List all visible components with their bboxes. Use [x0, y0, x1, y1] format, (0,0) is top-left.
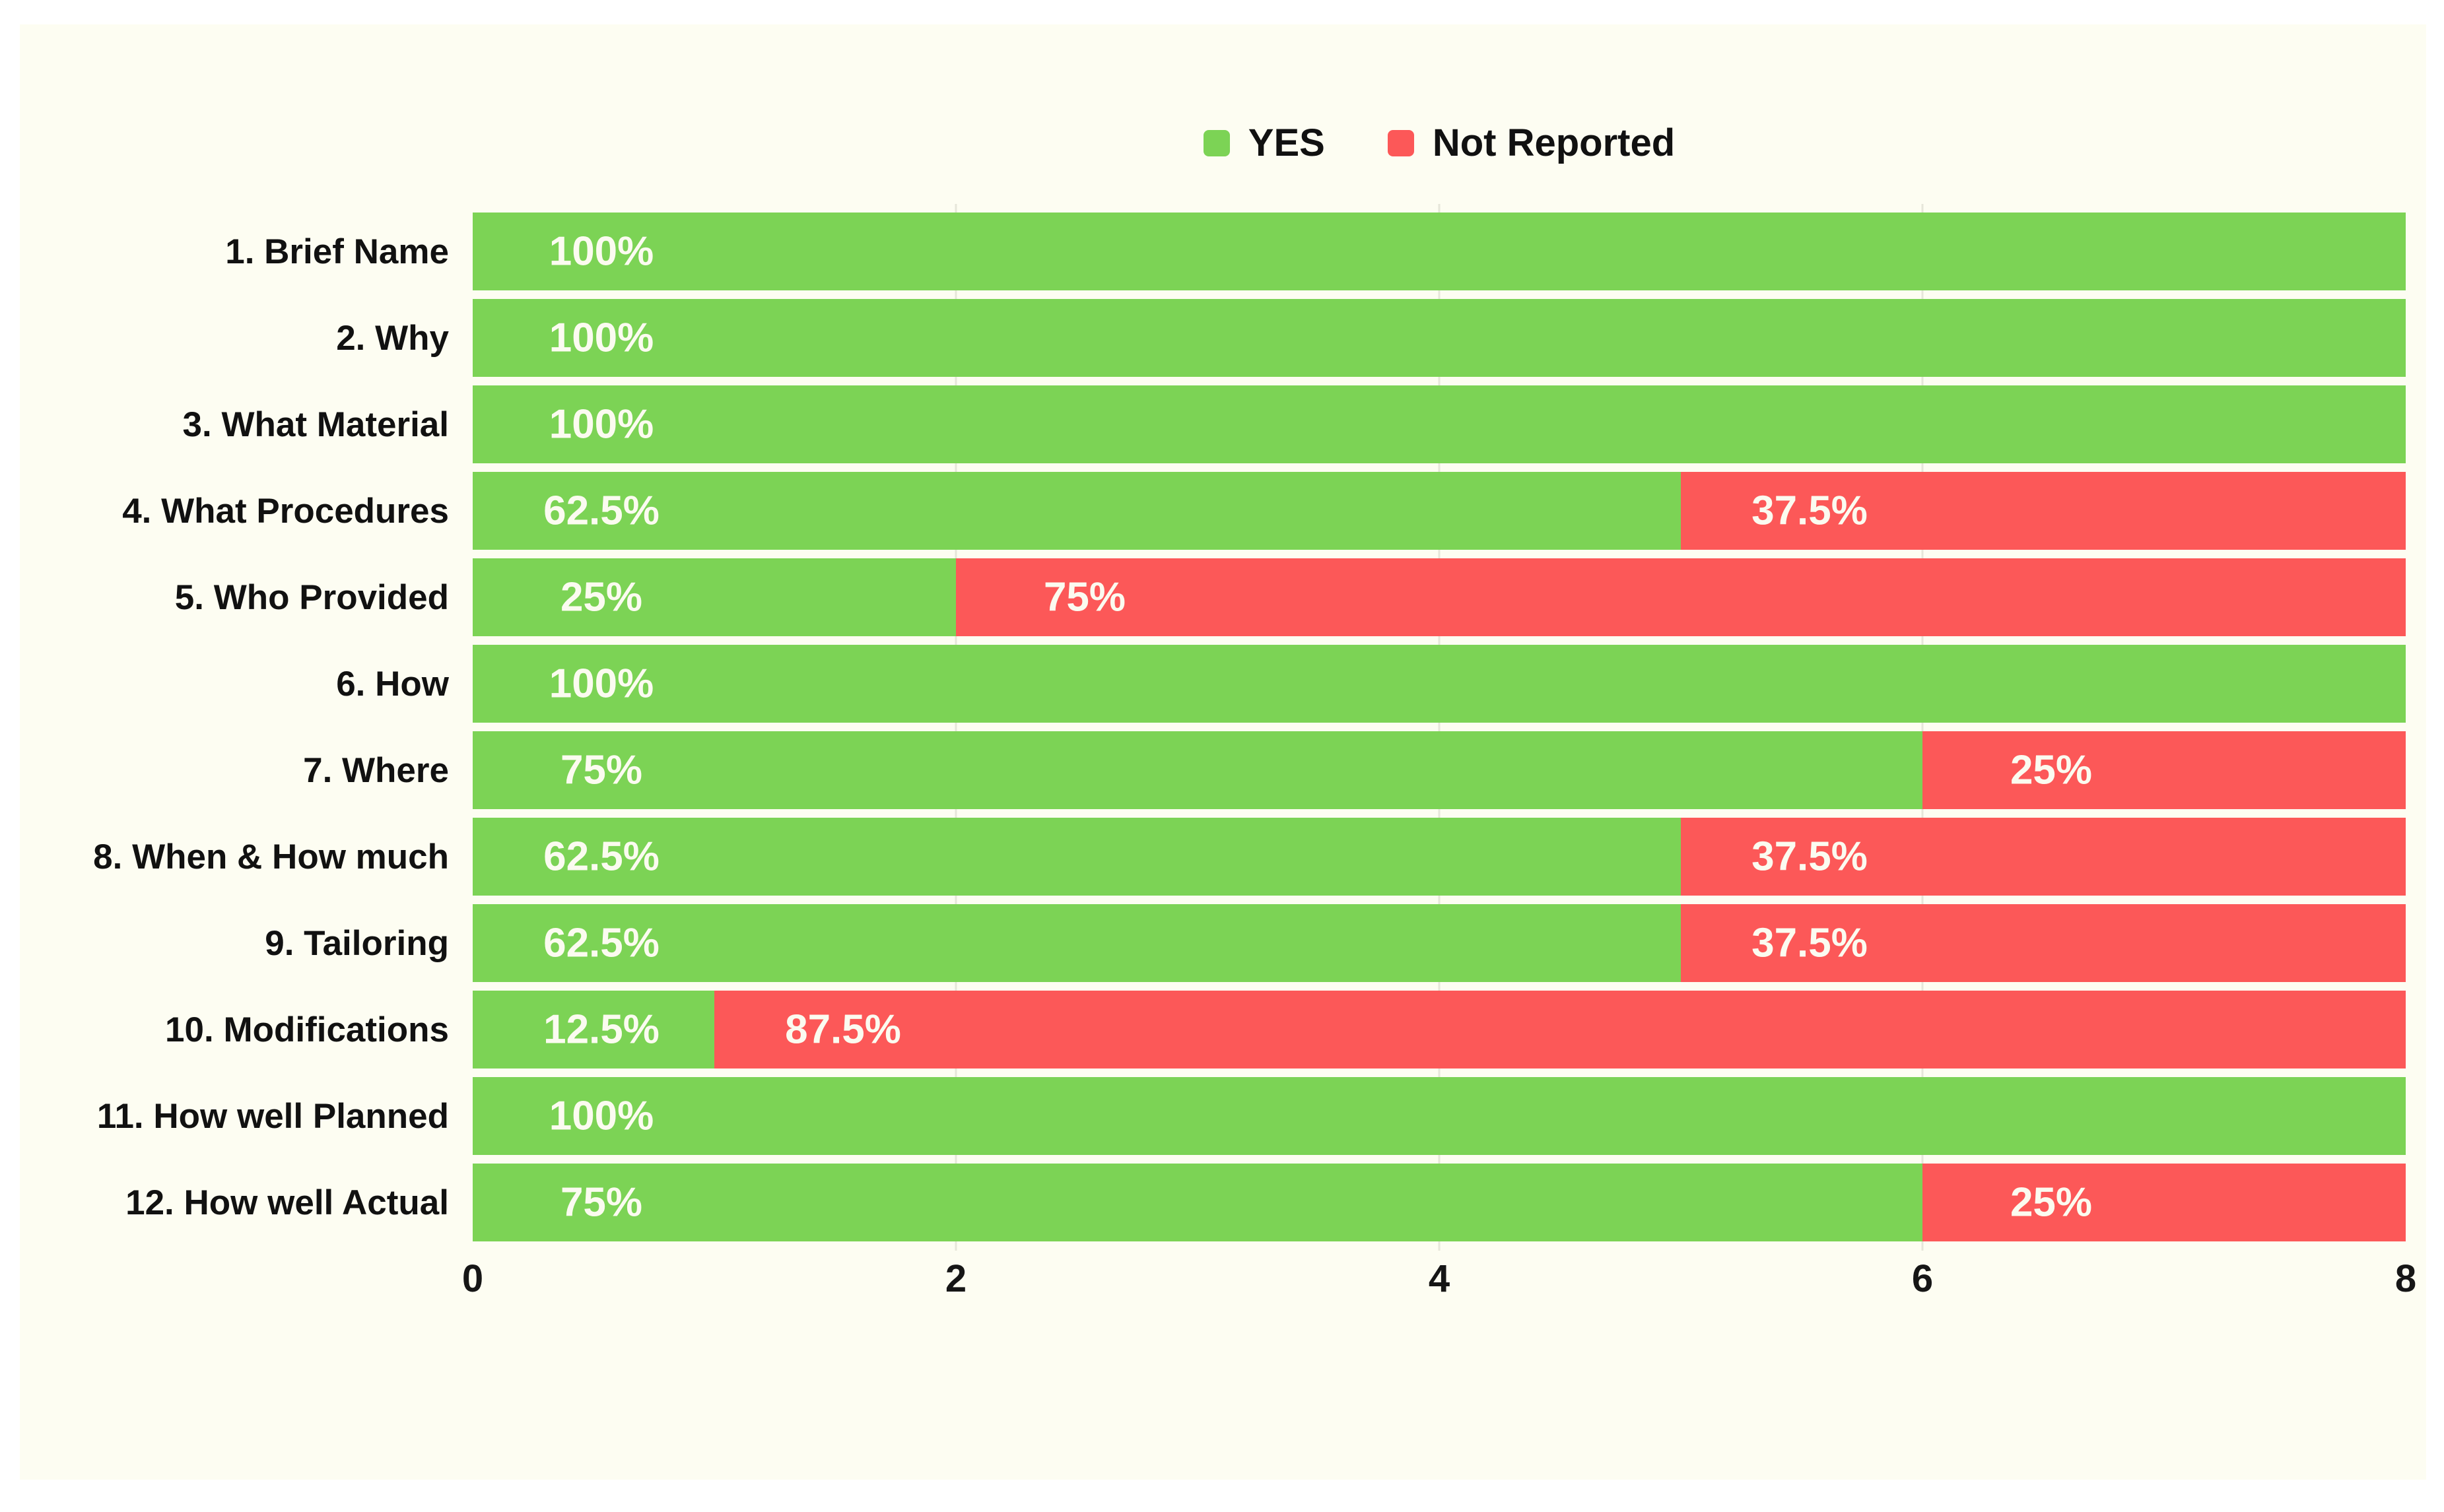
bar-segment-not-reported: 75% — [956, 558, 2406, 636]
legend-swatch-icon — [1387, 130, 1414, 156]
bar-value-label: 100% — [549, 661, 654, 707]
bar-row: 3. What Material 100% — [183, 385, 2406, 463]
bar-row: 8. When & How much 62.5% 37.5% — [93, 818, 2406, 896]
chart-panel: YES Not Reported 1. Brief Name 100% 2. Why 1… — [20, 24, 2426, 1480]
x-axis-tick-label: 2 — [945, 1257, 967, 1300]
bar-value-label: 100% — [549, 228, 654, 275]
bar-value-label: 75% — [1043, 574, 1126, 620]
legend-item-not-reported: Not Reported — [1387, 121, 1676, 164]
category-label: 4. What Procedures — [122, 491, 449, 531]
category-label: 5. Who Provided — [174, 577, 449, 617]
gridline — [1921, 204, 1924, 1251]
bars-container: 1. Brief Name 100% 2. Why 100% 3. What Mater… — [93, 213, 2406, 1241]
bar-value-label: 100% — [549, 1093, 654, 1139]
legend-label: YES — [1248, 121, 1325, 164]
category-label: 10. Modifications — [165, 1010, 449, 1049]
bar-row: 7. Where 75% 25% — [303, 731, 2406, 809]
bar-row: 2. Why 100% — [336, 299, 2406, 377]
bar-value-label: 100% — [549, 315, 654, 361]
bar-segment-not-reported: 37.5% — [1681, 472, 2406, 550]
bar-value-label: 75% — [560, 1179, 643, 1226]
bar-row: 12. How well Actual 75% 25% — [125, 1164, 2406, 1241]
x-axis-tick-label: 4 — [1428, 1257, 1450, 1300]
bar-segment-yes: 62.5% — [473, 472, 1681, 550]
bar-value-label: 25% — [2010, 1179, 2093, 1226]
category-label: 2. Why — [336, 318, 449, 358]
x-axis: 0 2 4 6 8 — [462, 1257, 2416, 1306]
x-axis-tick-label: 8 — [2394, 1257, 2417, 1300]
gridline — [1438, 204, 1441, 1251]
category-label: 3. What Material — [182, 405, 449, 444]
bar-value-label: 62.5% — [543, 834, 660, 880]
plot-area: 1. Brief Name 100% 2. Why 100% 3. What Mater… — [93, 204, 2406, 1251]
bar-value-label: 37.5% — [1751, 920, 1868, 966]
bar-row: 9. Tailoring 62.5% 37.5% — [265, 904, 2406, 982]
bar-segment-yes: 62.5% — [473, 818, 1681, 896]
bar-segment-yes: 100% — [473, 645, 2406, 723]
category-label: 7. Where — [303, 750, 449, 790]
bar-row: 1. Brief Name 100% — [225, 213, 2406, 290]
bar-value-label: 87.5% — [785, 1006, 901, 1053]
bar-segment-yes: 12.5% — [473, 991, 714, 1068]
bar-segment-yes: 100% — [473, 385, 2406, 463]
bar-segment-yes: 75% — [473, 731, 1922, 809]
bar-row: 5. Who Provided 25% 75% — [175, 558, 2406, 636]
bar-segment-yes: 75% — [473, 1164, 1922, 1241]
bar-segment-not-reported: 37.5% — [1681, 904, 2406, 982]
bar-value-label: 25% — [2010, 747, 2093, 793]
bar-row: 11. How well Planned 100% — [97, 1077, 2406, 1155]
category-label: 6. How — [336, 664, 449, 704]
category-label: 1. Brief Name — [225, 232, 449, 271]
bar-value-label: 37.5% — [1751, 834, 1868, 880]
bar-value-label: 62.5% — [543, 920, 660, 966]
category-label: 8. When & How much — [93, 837, 449, 876]
bar-value-label: 12.5% — [543, 1006, 660, 1053]
bar-segment-not-reported: 37.5% — [1681, 818, 2406, 896]
bar-segment-not-reported: 25% — [1922, 731, 2406, 809]
category-label: 9. Tailoring — [265, 923, 449, 963]
x-axis-tick-label: 6 — [1911, 1257, 1934, 1300]
bar-segment-yes: 100% — [473, 213, 2406, 290]
category-label: 11. How well Planned — [96, 1096, 449, 1136]
legend-swatch-icon — [1203, 130, 1230, 156]
bar-segment-not-reported: 87.5% — [714, 991, 2406, 1068]
bar-segment-yes: 62.5% — [473, 904, 1681, 982]
legend-item-yes: YES — [1203, 121, 1325, 164]
bar-row: 10. Modifications 12.5% 87.5% — [165, 991, 2406, 1068]
bar-segment-yes: 100% — [473, 1077, 2406, 1155]
bar-segment-yes: 25% — [473, 558, 956, 636]
bar-row: 4. What Procedures 62.5% 37.5% — [122, 472, 2406, 550]
x-axis-tick-label: 0 — [461, 1257, 484, 1300]
bar-value-label: 100% — [549, 401, 654, 447]
bar-segment-yes: 100% — [473, 299, 2406, 377]
bar-value-label: 75% — [560, 747, 643, 793]
bar-value-label: 25% — [560, 574, 643, 620]
chart-legend: YES Not Reported — [473, 122, 2406, 164]
legend-label: Not Reported — [1432, 121, 1676, 164]
bar-value-label: 62.5% — [543, 488, 660, 534]
bar-row: 6. How 100% — [336, 645, 2406, 723]
bar-segment-not-reported: 25% — [1922, 1164, 2406, 1241]
bar-value-label: 37.5% — [1751, 488, 1868, 534]
category-label: 12. How well Actual — [125, 1183, 449, 1222]
gridline — [955, 204, 957, 1251]
